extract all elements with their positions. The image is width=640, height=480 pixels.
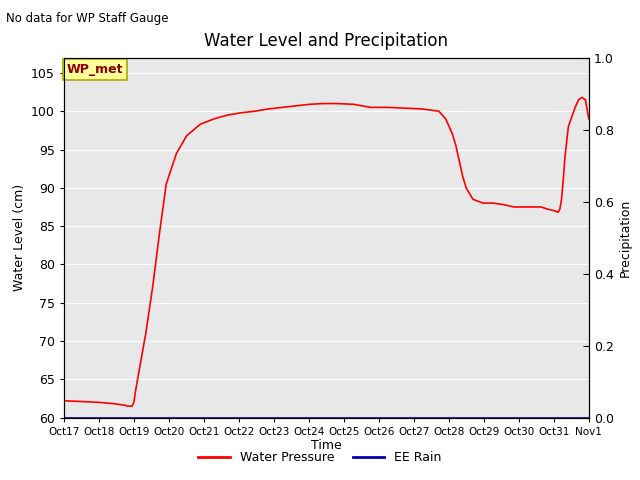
Y-axis label: Water Level (cm): Water Level (cm) — [13, 184, 26, 291]
Legend: Water Pressure, EE Rain: Water Pressure, EE Rain — [193, 446, 447, 469]
X-axis label: Time: Time — [311, 439, 342, 453]
Text: No data for WP Staff Gauge: No data for WP Staff Gauge — [6, 12, 169, 25]
Text: WP_met: WP_met — [67, 63, 124, 76]
Title: Water Level and Precipitation: Water Level and Precipitation — [204, 33, 449, 50]
Y-axis label: Precipitation: Precipitation — [620, 198, 632, 277]
